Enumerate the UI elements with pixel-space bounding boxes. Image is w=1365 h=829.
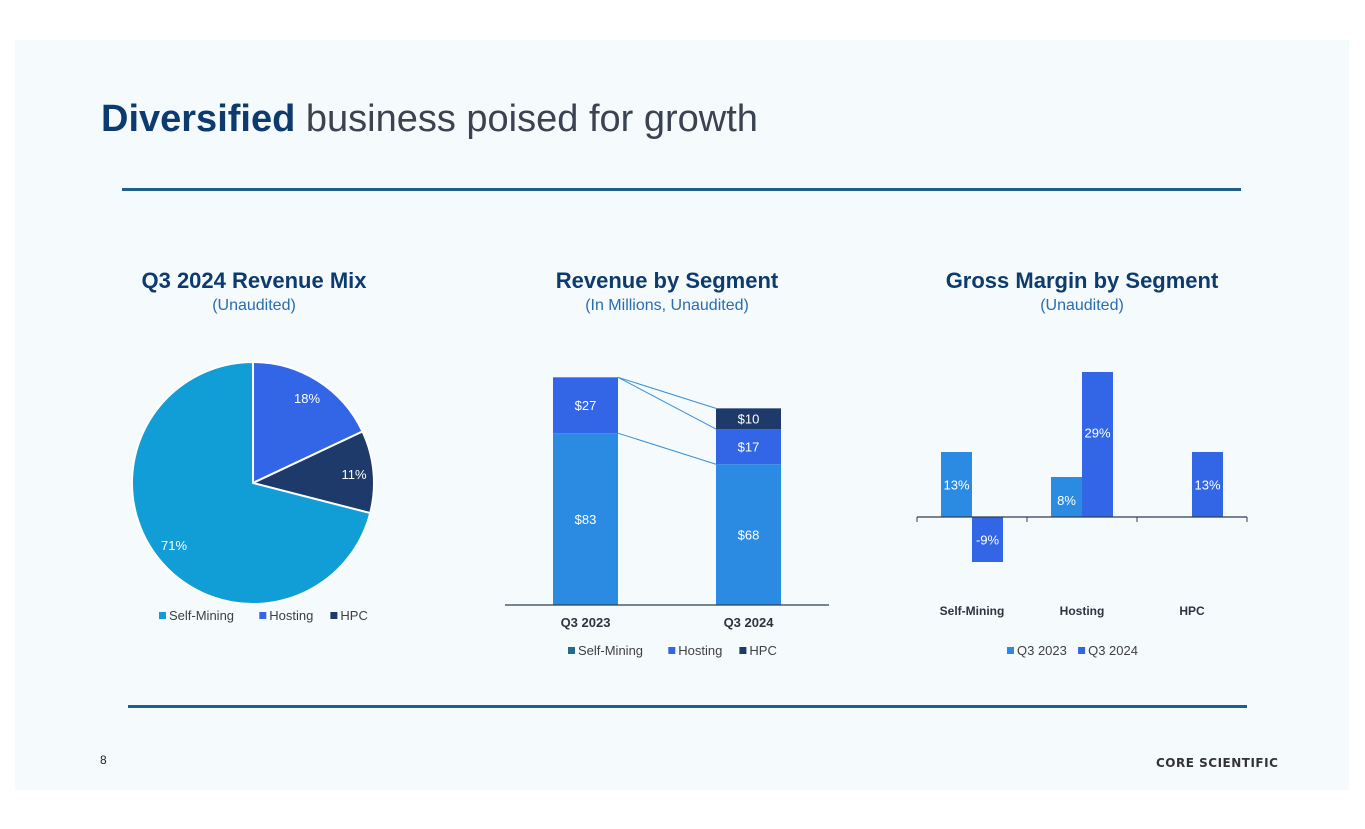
series-line [617, 376, 717, 430]
x-tick-label: Q3 2024 [724, 615, 775, 630]
x-tick-label: HPC [1179, 604, 1205, 618]
x-tick-label: Q3 2023 [561, 615, 611, 630]
bar-q3-2023-self-mining [941, 452, 972, 517]
bottom-divider [128, 705, 1247, 708]
bar-value-label: $68 [738, 528, 760, 543]
pie-subtitle: (Unaudited) [212, 297, 296, 314]
bar-value-label: $83 [575, 512, 597, 527]
margin-legend-label: Q3 2023 [1017, 643, 1067, 658]
pie-slice-hpc [250, 430, 375, 515]
bar-value-label: 13% [943, 478, 969, 493]
revenue-legend-marker [668, 647, 676, 654]
bar-value-label: $10 [738, 412, 760, 427]
bar-value-label: $17 [738, 440, 760, 455]
bar-self-mining-q3-2024 [716, 464, 781, 605]
bar-q3-2024-hosting [1082, 372, 1113, 517]
bar-q3-2024-self-mining [972, 517, 1003, 562]
pie-legend-label: Self-Mining [169, 608, 234, 623]
pie-title: Q3 2024 Revenue Mix [141, 268, 367, 293]
bar-self-mining-q3-2023 [553, 433, 618, 605]
pie-label: 18% [294, 391, 320, 406]
slide-title: Diversified business poised for growth [101, 98, 758, 141]
pie-legend-marker [259, 612, 267, 619]
bar-hosting-q3-2023 [553, 377, 618, 434]
title-emphasis: Diversified [101, 98, 296, 140]
bar-value-label: -9% [976, 533, 1000, 548]
pie-label: 71% [161, 538, 187, 553]
bar-hosting-q3-2024 [716, 429, 781, 465]
revenue-title: Revenue by Segment [555, 268, 779, 293]
revenue-legend-marker [568, 647, 575, 654]
margin-subtitle: (Unaudited) [1040, 297, 1124, 314]
pie-label: 11% [341, 467, 366, 482]
title-rest: business poised for growth [295, 98, 758, 140]
pie-legend-label: HPC [340, 608, 367, 623]
pie-slice-self-mining [131, 360, 372, 605]
bar-value-label: $27 [575, 398, 597, 413]
series-line [617, 432, 717, 465]
bar-value-label: 13% [1194, 478, 1220, 493]
revenue-legend-label: Self-Mining [578, 643, 643, 658]
pie-legend-marker [159, 612, 166, 619]
margin-legend-marker [1078, 647, 1086, 654]
pie-legend-marker [330, 612, 338, 619]
pie-slice-hosting [252, 360, 364, 485]
x-tick-label: Self-Mining [940, 604, 1005, 618]
page-number: 8 [100, 753, 107, 767]
bar-q3-2024-hpc [1192, 452, 1223, 517]
margin-legend-marker [1007, 647, 1014, 654]
revenue-legend-marker [739, 647, 747, 654]
revenue-subtitle: (In Millions, Unaudited) [585, 297, 749, 314]
company-logo: CORE SCIENTIFIC [1156, 756, 1279, 770]
bar-value-label: 29% [1084, 425, 1110, 440]
bar-hpc-q3-2024 [716, 408, 781, 430]
bar-q3-2023-hosting [1051, 477, 1082, 517]
margin-legend-label: Q3 2024 [1088, 643, 1138, 658]
pie-legend-label: Hosting [269, 608, 313, 623]
revenue-legend-label: Hosting [678, 643, 722, 658]
bar-value-label: 8% [1057, 493, 1076, 508]
revenue-legend-label: HPC [749, 643, 776, 658]
series-line [617, 376, 717, 409]
x-tick-label: Hosting [1060, 604, 1105, 618]
margin-title: Gross Margin by Segment [945, 268, 1219, 293]
top-divider [122, 188, 1241, 191]
